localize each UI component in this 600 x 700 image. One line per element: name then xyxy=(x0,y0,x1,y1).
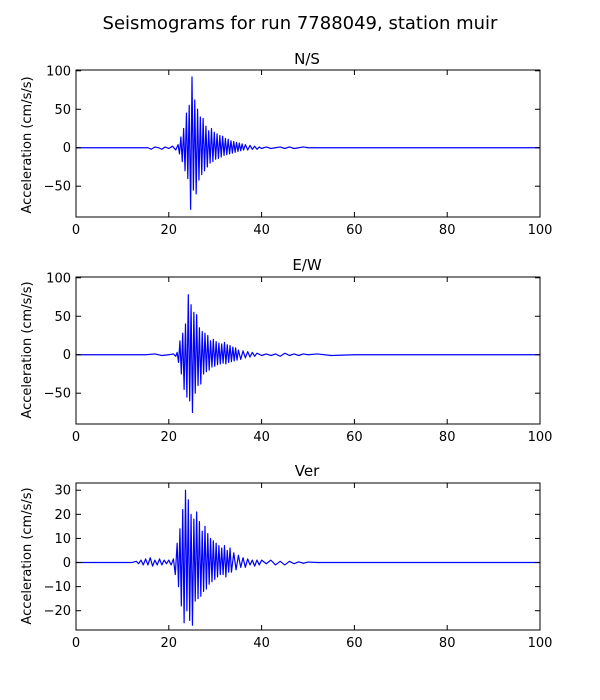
y-tick-label: 50 xyxy=(54,103,71,118)
x-tick-label: 100 xyxy=(528,223,553,238)
panel-ver-plot: 0 20 40 60 80 100 −20 −10 0 10 20 30 xyxy=(44,482,553,651)
y-tick-label: 20 xyxy=(54,508,71,523)
panel-ns-trace xyxy=(76,76,540,210)
y-tick-label: −10 xyxy=(44,580,71,595)
panel-ew-ylabel: Acceleration (cm/s/s) xyxy=(20,281,35,418)
x-tick-label: 40 xyxy=(253,430,270,445)
x-tick-label: 60 xyxy=(346,636,363,651)
panel-ver-trace xyxy=(76,489,540,626)
x-tick-label: 20 xyxy=(161,223,178,238)
y-tick-label: 100 xyxy=(46,64,71,79)
y-tick-label: 100 xyxy=(46,271,71,286)
panel-ver-title: Ver xyxy=(295,462,320,480)
x-tick-label: 0 xyxy=(72,636,80,651)
panel-ns-title: N/S xyxy=(294,50,320,68)
y-tick-label: 10 xyxy=(54,532,71,547)
x-tick-label: 100 xyxy=(528,636,553,651)
panel-ns-ylabel: Acceleration (cm/s/s) xyxy=(20,76,35,213)
x-tick-label: 40 xyxy=(253,636,270,651)
panel-ew-frame xyxy=(75,276,541,425)
y-tick-label: 50 xyxy=(54,310,71,325)
x-tick-label: 80 xyxy=(439,636,456,651)
x-tick-label: 0 xyxy=(72,223,80,238)
x-tick-label: 40 xyxy=(253,223,270,238)
y-tick-label: 30 xyxy=(54,484,71,499)
panel-ns: N/S Acceleration (cm/s/s) 0 20 40 60 80 100 −5… xyxy=(20,50,552,238)
y-tick-label: 0 xyxy=(63,141,71,156)
x-tick-label: 60 xyxy=(346,430,363,445)
panel-ver: Ver Acceleration (cm/s/s) 0 20 40 60 80 100−2… xyxy=(20,462,552,651)
y-tick-label: 0 xyxy=(63,348,71,363)
y-tick-label: 0 xyxy=(63,556,71,571)
x-tick-label: 0 xyxy=(72,430,80,445)
panel-ew: E/W Acceleration (cm/s/s) 0 20 40 60 80 100 −5… xyxy=(20,256,552,445)
x-tick-label: 80 xyxy=(439,223,456,238)
panel-ns-plot: 0 20 40 60 80 100 −50 0 50 100 xyxy=(44,64,553,238)
y-tick-label: −20 xyxy=(44,604,71,619)
panel-ew-title: E/W xyxy=(292,256,322,274)
panel-ver-ylabel: Acceleration (cm/s/s) xyxy=(20,487,35,624)
x-tick-label: 100 xyxy=(528,430,553,445)
panel-ew-plot: 0 20 40 60 80 100 −50 0 50 100 xyxy=(44,271,553,445)
panel-ew-trace xyxy=(76,294,540,414)
y-tick-label: −50 xyxy=(44,387,71,402)
x-tick-label: 60 xyxy=(346,223,363,238)
x-tick-label: 80 xyxy=(439,430,456,445)
x-tick-label: 20 xyxy=(161,430,178,445)
x-tick-label: 20 xyxy=(161,636,178,651)
panel-ns-frame xyxy=(75,69,541,218)
y-tick-label: −50 xyxy=(44,180,71,195)
figure-title: Seismograms for run 7788049, station mui… xyxy=(103,13,499,34)
panel-ver-frame xyxy=(75,482,541,631)
